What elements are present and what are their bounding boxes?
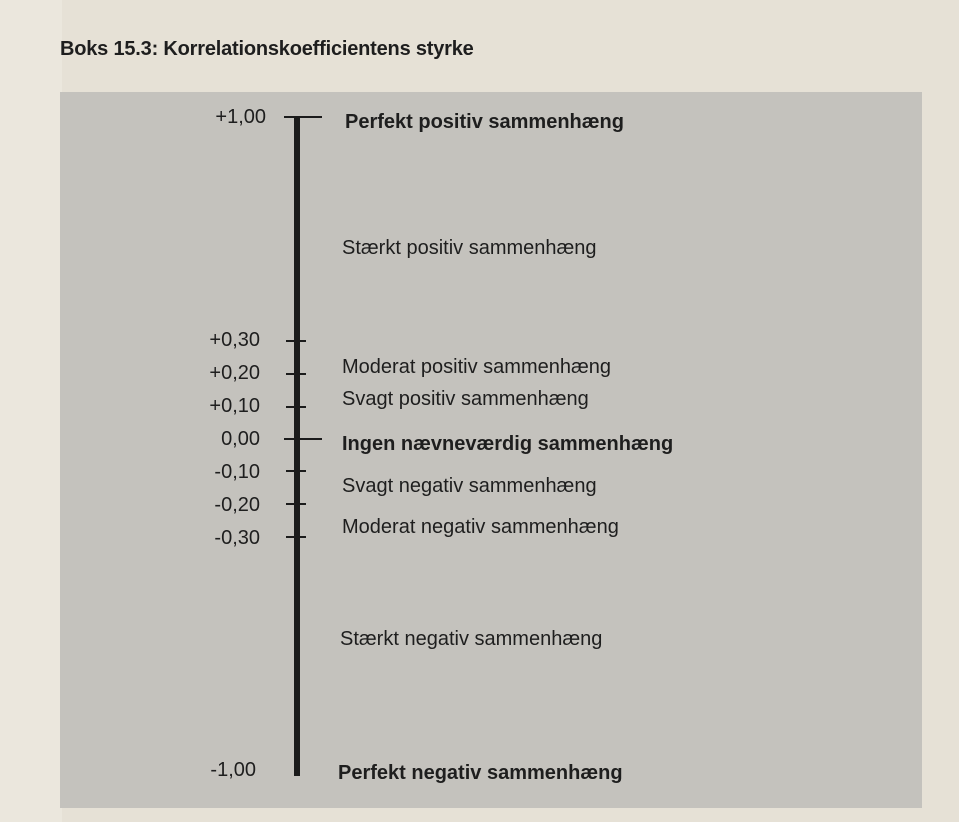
label-moderate-negative: Moderat negativ sammenhæng [342,516,619,538]
tick-minus-030 [286,536,306,538]
scale-value-minus-020: -0,20 [214,494,260,516]
scale-value-plus-010: +0,10 [209,395,260,417]
tick-zero [284,438,322,440]
label-perfect-positive: Perfekt positiv sammenhæng [345,111,624,133]
scale-box [60,92,922,808]
label-weak-positive: Svagt positiv sammenhæng [342,388,589,410]
label-perfect-negative: Perfekt negativ sammenhæng [338,762,623,784]
scale-value-minus-010: -0,10 [214,461,260,483]
scale-axis-line [294,117,300,776]
scale-value-plus-030: +0,30 [209,329,260,351]
tick-plus-1 [284,116,322,118]
box-title: Boks 15.3: Korrelationskoefficientens st… [60,38,474,60]
label-no-correlation: Ingen nævneværdig sammenhæng [342,433,674,455]
tick-plus-010 [286,406,306,408]
page-margin [0,0,62,822]
label-strong-negative: Stærkt negativ sammenhæng [340,628,603,650]
label-moderate-positive: Moderat positiv sammenhæng [342,356,612,378]
tick-minus-020 [286,503,306,505]
scale-value-minus-1: -1,00 [210,759,256,781]
scale-value-plus-1: +1,00 [215,106,266,128]
tick-plus-020 [286,373,306,375]
scale-value-plus-020: +0,20 [209,362,260,384]
tick-plus-030 [286,340,306,342]
tick-minus-010 [286,470,306,472]
label-strong-positive: Stærkt positiv sammenhæng [342,237,597,259]
scale-value-zero: 0,00 [221,428,260,450]
label-weak-negative: Svagt negativ sammenhæng [342,475,597,497]
scale-value-minus-030: -0,30 [214,527,260,549]
